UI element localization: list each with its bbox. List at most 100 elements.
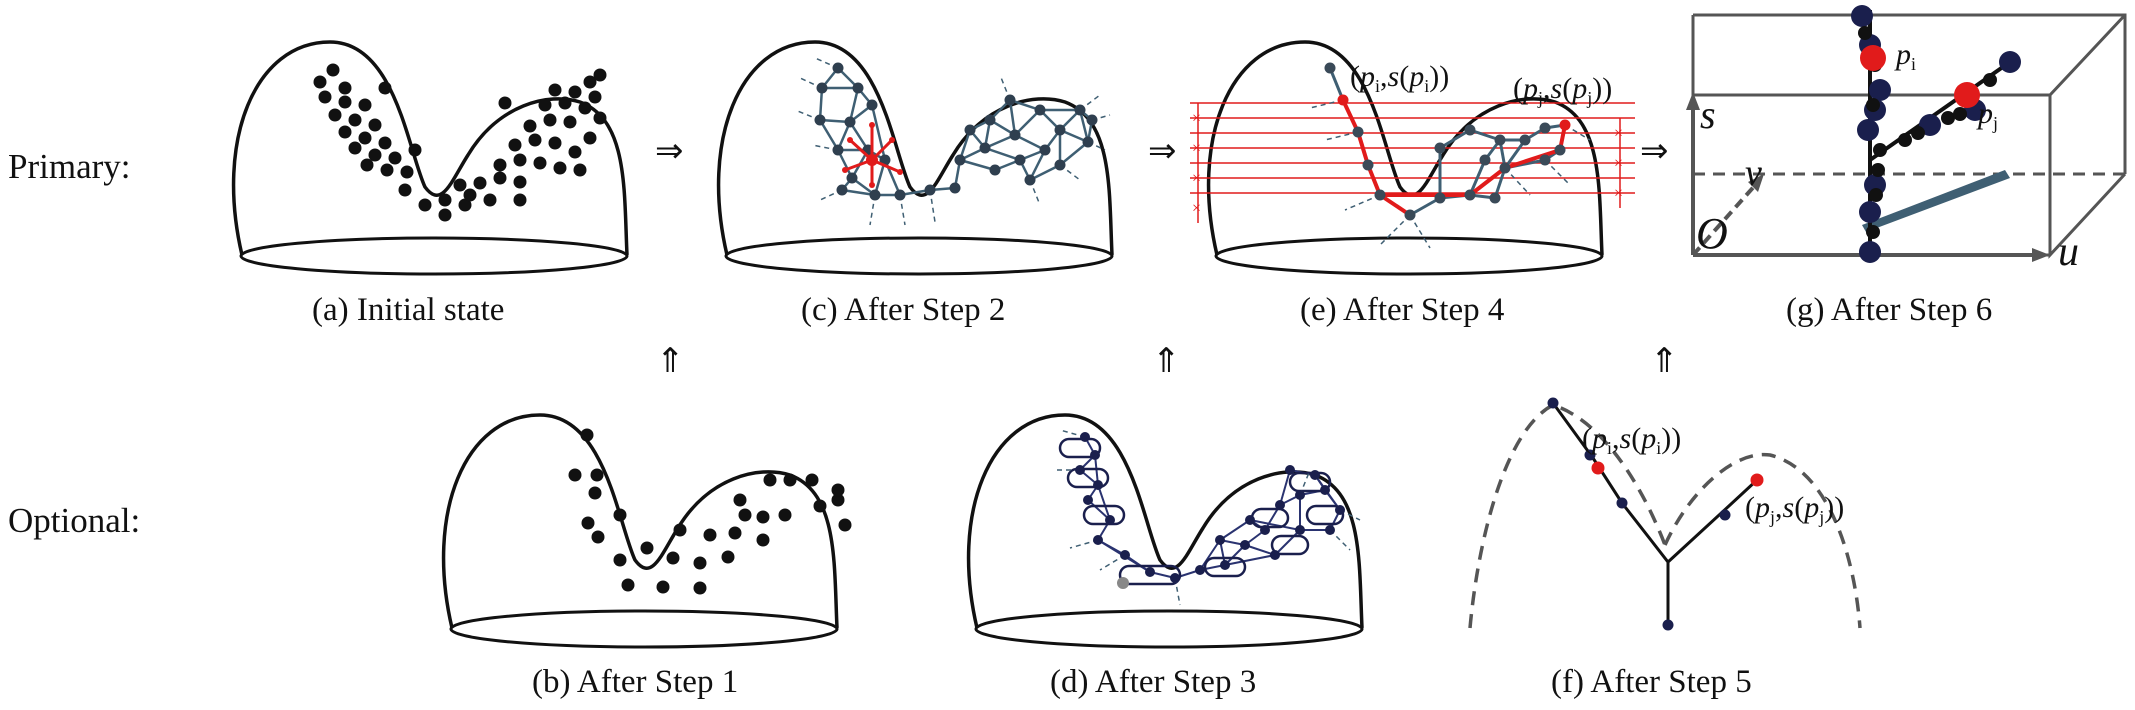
graph-node — [1295, 525, 1305, 535]
point-dot — [656, 580, 670, 594]
graph-node — [979, 142, 991, 154]
graph-node — [1260, 525, 1270, 535]
graph-node — [1494, 134, 1506, 146]
graph-node — [894, 189, 906, 201]
point-dot — [756, 533, 770, 547]
graph-edge — [1279, 469, 1291, 506]
graph-node — [1539, 122, 1551, 134]
graph-edge — [1274, 529, 1301, 556]
tree-joint — [1953, 107, 1967, 121]
graph-node — [1093, 535, 1103, 545]
tree-node — [1869, 79, 1891, 101]
graph-edge — [984, 146, 1021, 162]
graph-edge — [1249, 519, 1301, 531]
panel-f: (pi,s(pi)) (pj,s(pj)) — [1468, 397, 1862, 631]
graph-node — [989, 164, 1001, 176]
graph-node — [1519, 134, 1531, 146]
point-dot — [380, 163, 394, 177]
caption-e: (e) After Step 4 — [1300, 292, 1504, 328]
point-cloud-a — [313, 63, 607, 222]
graph-node — [1120, 550, 1130, 560]
contraction-capsule — [1066, 467, 1110, 489]
point-dot — [313, 75, 327, 89]
graph-node-grey — [1117, 577, 1129, 589]
red-ray-tip — [869, 122, 875, 128]
dashed-hull-right-f — [1663, 452, 1862, 629]
point-dot — [588, 90, 602, 104]
graph-edge — [1008, 99, 1017, 136]
graph-node — [1086, 114, 1098, 126]
point-dot — [378, 136, 392, 150]
point-dot — [368, 118, 382, 132]
point-dot — [590, 468, 604, 482]
dashed-hull-left-f — [1468, 403, 1667, 629]
point-dot — [640, 541, 654, 555]
graph-node — [1325, 525, 1335, 535]
skeleton-node — [1719, 509, 1731, 521]
u-axis-arrowhead-g — [2032, 248, 2050, 262]
hull-outline-b — [441, 413, 839, 629]
arrow-up-3: ⇑ — [1650, 341, 1679, 381]
level-cross: × — [1192, 170, 1201, 187]
point-dot — [548, 83, 562, 97]
graph-node — [1559, 119, 1571, 131]
red-ray-tip — [842, 167, 848, 173]
graph-node — [964, 124, 976, 136]
graph-node — [1054, 124, 1066, 136]
graph-node — [879, 154, 891, 166]
tree-node — [1859, 241, 1881, 263]
graph-node — [852, 82, 864, 94]
axis-label-u: u — [2058, 229, 2079, 275]
red-ray-tip — [869, 182, 875, 188]
contraction-capsule — [1270, 534, 1310, 556]
point-dot — [783, 473, 797, 487]
geodesic-edge — [1356, 131, 1370, 166]
graph-node — [1374, 189, 1386, 201]
graph-node — [816, 82, 828, 94]
base-ellipse-a — [239, 236, 629, 276]
point-dot — [580, 428, 594, 442]
graph-node — [1195, 565, 1205, 575]
point-dot — [498, 96, 512, 110]
graph-node — [1014, 154, 1026, 166]
caption-d: (d) After Step 3 — [1050, 664, 1256, 700]
arrow-up-1: ⇑ — [656, 341, 685, 381]
arrow-right-1: ⇒ — [655, 131, 684, 171]
caption-g: (g) After Step 6 — [1786, 292, 1992, 328]
point-dot — [523, 119, 537, 133]
point-dot — [588, 486, 602, 500]
red-ray-tip — [847, 137, 853, 143]
point-dot — [463, 188, 477, 202]
graph-edge — [1468, 159, 1487, 196]
point-dot — [831, 493, 845, 507]
panel-a — [231, 40, 629, 276]
graph-node — [1039, 144, 1051, 156]
level-cross: × — [1614, 185, 1623, 202]
red-center-node — [866, 154, 878, 166]
arrow-up-2: ⇑ — [1152, 341, 1181, 381]
point-dot — [348, 113, 362, 127]
point-dot — [483, 193, 497, 207]
graph-node — [1479, 154, 1491, 166]
tree-joint — [1866, 225, 1880, 239]
point-dot — [778, 508, 792, 522]
tree-node-pj — [1954, 82, 1980, 108]
point-dot — [573, 163, 587, 177]
graph-edge — [1199, 539, 1221, 571]
skeleton-node — [1616, 497, 1628, 509]
graph-node — [814, 114, 826, 126]
graph-node — [1464, 189, 1476, 201]
point-dot — [568, 85, 582, 99]
tree-joint — [1858, 26, 1872, 40]
point-dot — [493, 158, 507, 172]
base-ellipse-e — [1214, 236, 1604, 276]
point-dot — [513, 175, 527, 189]
point-dot — [328, 108, 342, 122]
graph-node — [1352, 126, 1364, 138]
neighbor-whisker — [1309, 99, 1344, 109]
point-dot — [338, 95, 352, 109]
graph-edge — [818, 119, 840, 151]
graph-node — [1539, 154, 1551, 166]
point-dot — [338, 125, 352, 139]
point-dot — [318, 90, 332, 104]
